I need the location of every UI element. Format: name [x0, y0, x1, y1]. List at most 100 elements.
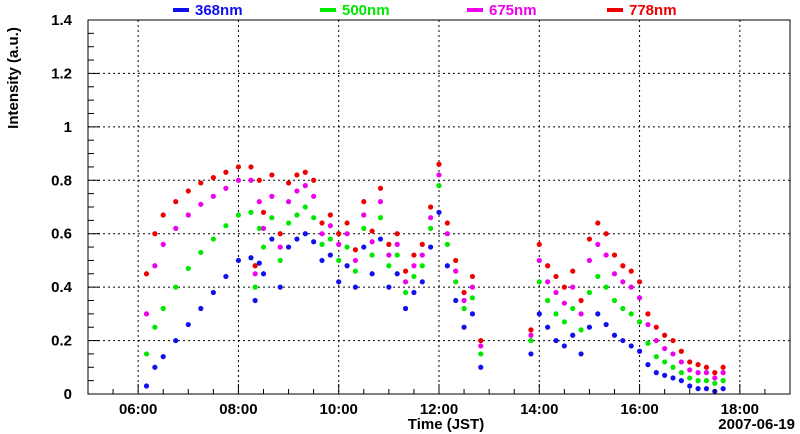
data-point	[185, 212, 191, 218]
data-point	[720, 386, 726, 392]
data-point	[223, 273, 229, 280]
data-point	[277, 284, 283, 290]
data-point	[386, 252, 392, 258]
data-point	[453, 257, 459, 264]
data-point	[578, 351, 584, 357]
data-point	[469, 311, 476, 317]
data-point	[678, 359, 684, 365]
data-point	[469, 284, 476, 290]
y-tick-label: 0.2	[51, 333, 72, 350]
data-point	[336, 241, 342, 247]
axes	[87, 19, 791, 395]
data-point	[595, 311, 601, 317]
data-point	[369, 252, 375, 258]
data-point	[419, 263, 425, 269]
data-point	[695, 378, 701, 384]
data-point	[687, 383, 693, 389]
plot-frame	[87, 19, 791, 395]
data-point	[678, 370, 684, 376]
data-point	[611, 332, 618, 338]
data-point	[294, 172, 300, 178]
data-point	[402, 305, 409, 312]
x-tick-label: 06:00	[119, 401, 157, 418]
data-point	[173, 225, 179, 231]
y-tick-label: 0.6	[51, 226, 72, 243]
data-point	[586, 324, 593, 330]
data-point	[720, 370, 726, 376]
data-point	[411, 273, 417, 280]
data-point	[586, 236, 593, 242]
data-point	[545, 324, 551, 330]
data-point	[260, 244, 267, 250]
data-point	[461, 324, 467, 330]
data-point	[235, 177, 242, 183]
data-point	[143, 271, 150, 277]
data-point	[561, 319, 567, 325]
x-tick-label: 18:00	[721, 401, 759, 418]
data-point	[578, 311, 584, 317]
data-point	[453, 279, 459, 285]
data-point	[603, 231, 609, 237]
data-point	[369, 239, 375, 245]
data-point	[285, 180, 292, 186]
data-point	[256, 177, 262, 183]
x-tick-label: 16:00	[620, 401, 658, 418]
data-point	[428, 244, 434, 250]
data-point	[336, 231, 342, 237]
data-point	[453, 297, 459, 304]
legend-label: 675nm	[489, 2, 537, 19]
data-point	[411, 263, 417, 269]
data-point	[570, 305, 576, 312]
data-point	[319, 231, 325, 237]
data-point	[402, 289, 409, 296]
data-point	[461, 305, 467, 312]
data-point	[628, 343, 634, 349]
data-point	[461, 289, 467, 296]
y-tick-label: 0.4	[51, 279, 73, 296]
data-point	[712, 370, 718, 376]
data-point	[444, 241, 450, 247]
data-point	[545, 279, 551, 285]
data-point	[586, 257, 593, 264]
data-point	[419, 252, 425, 258]
data-point	[235, 164, 242, 170]
data-point	[160, 354, 166, 360]
data-point	[311, 215, 317, 221]
data-point	[344, 231, 350, 237]
data-point	[436, 172, 442, 178]
data-point	[620, 279, 626, 285]
data-point	[444, 231, 450, 237]
data-point	[528, 327, 534, 333]
data-point	[444, 220, 450, 226]
data-point	[678, 378, 684, 384]
data-point	[653, 354, 659, 360]
data-point	[478, 351, 484, 357]
data-point	[394, 252, 400, 258]
data-point	[653, 324, 659, 330]
data-point	[269, 172, 275, 178]
data-point	[561, 300, 567, 306]
x-tick-label: 14:00	[520, 401, 558, 418]
grid	[88, 19, 790, 395]
data-point	[536, 279, 542, 285]
data-point	[319, 257, 325, 264]
data-point	[595, 220, 601, 226]
legend: 368nm 500nm 675nm 778nm	[173, 2, 677, 19]
data-point	[260, 209, 267, 215]
data-point	[570, 268, 576, 274]
data-point	[185, 265, 191, 272]
data-point	[210, 175, 216, 181]
data-point	[645, 340, 651, 346]
data-point	[536, 241, 542, 247]
data-point	[269, 236, 275, 242]
data-point	[269, 215, 275, 221]
data-point	[173, 337, 179, 344]
data-point	[628, 268, 634, 274]
data-point	[235, 212, 242, 218]
data-point	[327, 212, 333, 218]
data-point	[662, 359, 668, 365]
y-tick-label: 1.2	[51, 65, 72, 82]
data-point	[411, 252, 417, 258]
data-point	[285, 244, 292, 250]
data-point	[453, 268, 459, 274]
